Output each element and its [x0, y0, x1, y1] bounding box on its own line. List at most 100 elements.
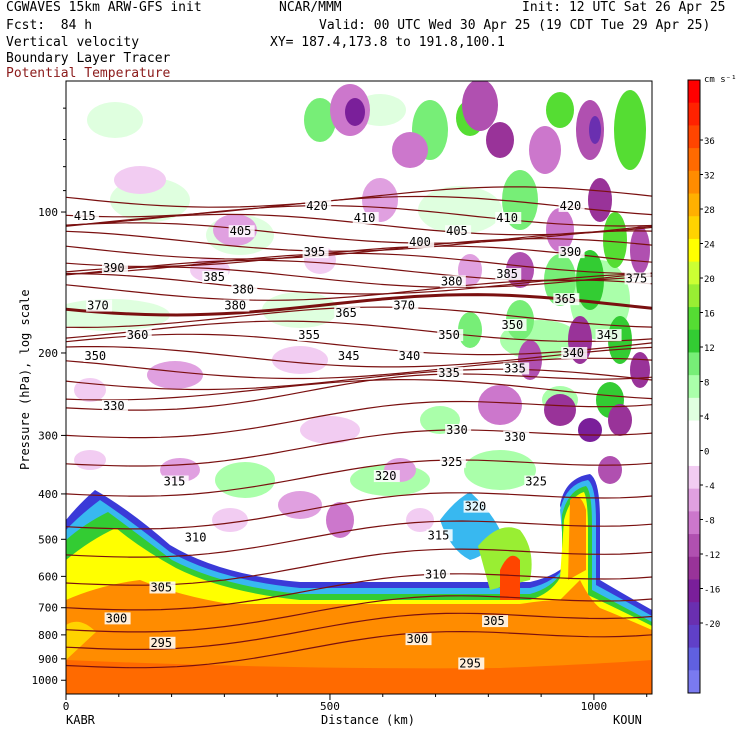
theta-contour [66, 279, 652, 301]
init-time: Init: 12 UTC Sat 26 Apr 25 [522, 0, 726, 15]
theta-label: 405 [446, 224, 468, 238]
theta-label-bg [231, 283, 258, 296]
theta-label: 405 [230, 224, 252, 238]
y-axis: 100 200 300 400 500 600 700 800 900 1000 [32, 107, 66, 687]
theta-label-bg [305, 199, 332, 212]
theta-label-bg [297, 329, 324, 342]
theta-contour [66, 357, 652, 380]
velocity-cell [74, 450, 106, 470]
colorbar: 36 32 28 24 20 16 12 8 4 0 -4 -8 -12 -16 -20 [687, 79, 720, 694]
theta-contour [66, 595, 652, 633]
plot-field: 415 420 420 405 410 410 400 405 395 390 385 380 380 3… [66, 81, 652, 694]
theta-label-bg [423, 568, 450, 581]
colorbar-swatch [688, 216, 700, 240]
colorbar-label: 20 [704, 275, 715, 285]
velocity-cell [272, 346, 328, 374]
theta-label-bg [397, 349, 424, 362]
colorbar-swatch [688, 193, 700, 217]
velocity-cell [278, 491, 322, 519]
theta-label-bg [558, 246, 585, 259]
theta-label-bg [83, 349, 110, 362]
theta-label-bg [445, 225, 472, 238]
y-tick-label: 200 [38, 347, 58, 360]
theta-label: 315 [428, 528, 450, 542]
theta-label: 420 [560, 199, 582, 213]
organization-label: NCAR/MMM [279, 0, 342, 15]
theta-label: 410 [496, 211, 518, 225]
colorbar-label: -8 [704, 517, 715, 527]
colorbar-swatch [688, 534, 700, 558]
colorbar-swatch [688, 102, 700, 126]
theta-label-bg [437, 367, 464, 380]
theta-label: 310 [425, 567, 447, 581]
theta-label: 300 [407, 632, 429, 646]
velocity-cell [87, 102, 143, 138]
colorbar-label: 24 [704, 241, 715, 251]
theta-label-bg [162, 475, 189, 488]
colorbar-label: -20 [704, 620, 720, 630]
velocity-cell [578, 418, 602, 442]
valid-time: Valid: 00 UTC Wed 30 Apr 25 (19 CDT Tue … [319, 18, 711, 33]
theta-label: 350 [84, 349, 106, 363]
model-title: CGWAVES 15km ARW-GFS init [6, 0, 202, 15]
theta-label: 335 [504, 361, 526, 375]
theta-contour [66, 252, 652, 275]
colorbar-swatch [688, 307, 700, 331]
y-tick-label: 1000 [32, 674, 59, 687]
theta-contour [66, 492, 652, 530]
velocity-cell [418, 186, 502, 234]
colorbar-swatch [688, 80, 700, 104]
colorbar-swatch [688, 443, 700, 467]
theta-label: 360 [127, 328, 149, 342]
theta-contour [66, 459, 652, 497]
theta-contour [66, 630, 652, 669]
colorbar-swatch [688, 352, 700, 376]
velocity-cell [326, 502, 354, 538]
theta-label-bg [373, 470, 400, 483]
velocity-cell [462, 81, 498, 131]
plot-frame [65, 80, 653, 695]
colorbar-label: 4 [704, 413, 709, 423]
velocity-cell [300, 416, 360, 444]
theta-label-bg [445, 424, 472, 437]
theta-label-bg [183, 531, 210, 544]
xy-endpoints: XY= 187.4,173.8 to 191.8,100.1 [270, 35, 505, 50]
theta-label-bg [439, 275, 466, 288]
theta-label: 365 [554, 292, 576, 306]
theta-label: 340 [399, 349, 421, 363]
colorbar-label: 0 [704, 448, 709, 458]
velocity-cell [458, 312, 482, 348]
colorbar-swatch [688, 261, 700, 285]
theta-label: 365 [335, 306, 357, 320]
velocity-cell [588, 178, 612, 222]
theta-label-bg [228, 225, 255, 238]
theta-label-bg [101, 399, 128, 412]
velocity-cell [546, 92, 574, 128]
theta-contour [66, 245, 652, 268]
theta-contour [66, 222, 652, 244]
colorbar-swatch [688, 670, 700, 694]
theta-contour [66, 186, 652, 208]
theta-label: 415 [74, 209, 96, 223]
theta-label: 330 [504, 430, 526, 444]
left-endpoint-label: KABR [66, 713, 96, 727]
theta-label: 390 [103, 261, 125, 275]
theta-label-bg [302, 246, 329, 259]
theta-label: 330 [446, 423, 468, 437]
theta-label-bg [439, 455, 466, 468]
theta-label-bg [405, 633, 432, 646]
velocity-cell [392, 132, 428, 168]
colorbar-swatch [688, 170, 700, 195]
theta-label-bg [524, 475, 551, 488]
theta-label-bg [463, 500, 490, 513]
colorbar-swatch [688, 511, 700, 535]
y-tick-label: 300 [38, 429, 58, 442]
theta-label: 395 [304, 245, 326, 259]
theta-label: 305 [483, 614, 505, 628]
theta-label: 305 [150, 580, 172, 594]
theta-label-bg [334, 307, 361, 320]
field-vertical-velocity: Vertical velocity [6, 35, 140, 50]
theta-contour [66, 259, 652, 282]
theta-label: 325 [525, 474, 547, 488]
